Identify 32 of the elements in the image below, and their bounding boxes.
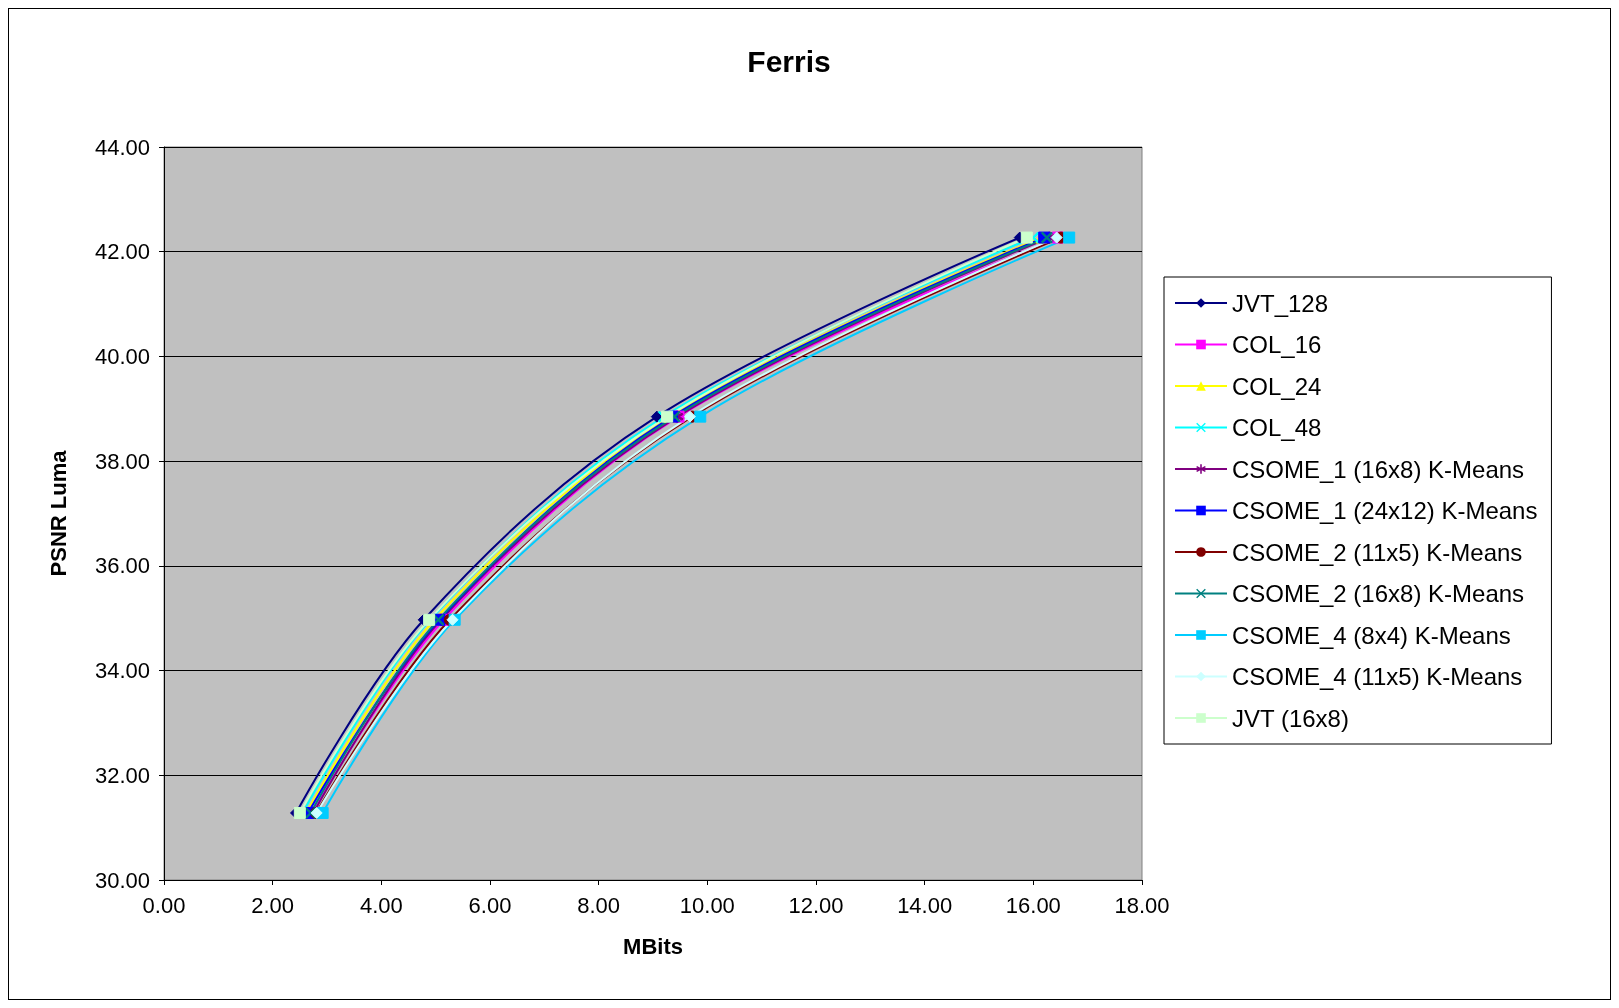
x-tick-label: 16.00 xyxy=(1005,892,1061,918)
y-tick-label: 30.00 xyxy=(94,867,150,893)
y-tick-label: 32.00 xyxy=(94,762,150,788)
legend-label: COL_16 xyxy=(1232,331,1322,358)
x-tick-label: 14.00 xyxy=(897,892,953,918)
legend-label: CSOME_2 (11x5) K-Means xyxy=(1232,538,1523,566)
legend-label: COL_24 xyxy=(1232,372,1322,400)
y-tick-label: 36.00 xyxy=(94,553,150,579)
y-axis-title: PSNR Luma xyxy=(45,449,71,577)
legend-label: JVT_128 xyxy=(1232,289,1329,317)
x-tick-label: 6.00 xyxy=(468,892,512,918)
x-axis-title: MBits xyxy=(623,933,683,959)
y-tick-label: 40.00 xyxy=(94,343,150,369)
legend-label: COL_48 xyxy=(1232,414,1322,441)
y-tick-label: 34.00 xyxy=(94,658,150,684)
legend-label: CSOME_4 (11x5) K-Means xyxy=(1232,663,1523,690)
legend-label: CSOME_4 (8x4) K-Means xyxy=(1232,621,1511,649)
x-tick-label: 4.00 xyxy=(359,892,403,918)
x-tick-label: 12.00 xyxy=(788,892,844,918)
chart-title: Ferris xyxy=(747,44,831,78)
x-tick-label: 2.00 xyxy=(251,892,295,918)
y-tick-label: 44.00 xyxy=(94,134,150,160)
legend-label: CSOME_1 (16x8) K-Means xyxy=(1232,455,1525,483)
legend-label: CSOME_2 (16x8) K-Means xyxy=(1232,580,1525,607)
legend-label: JVT (16x8) xyxy=(1232,704,1349,732)
x-tick-label: 0.00 xyxy=(142,892,186,918)
x-tick-label: 18.00 xyxy=(1114,892,1170,918)
x-tick-label: 10.00 xyxy=(679,892,735,918)
legend-label: CSOME_1 (24x12) K-Means xyxy=(1232,497,1538,524)
y-tick-label: 38.00 xyxy=(94,448,150,474)
y-tick-label: 42.00 xyxy=(94,239,150,265)
x-tick-label: 8.00 xyxy=(577,892,621,918)
